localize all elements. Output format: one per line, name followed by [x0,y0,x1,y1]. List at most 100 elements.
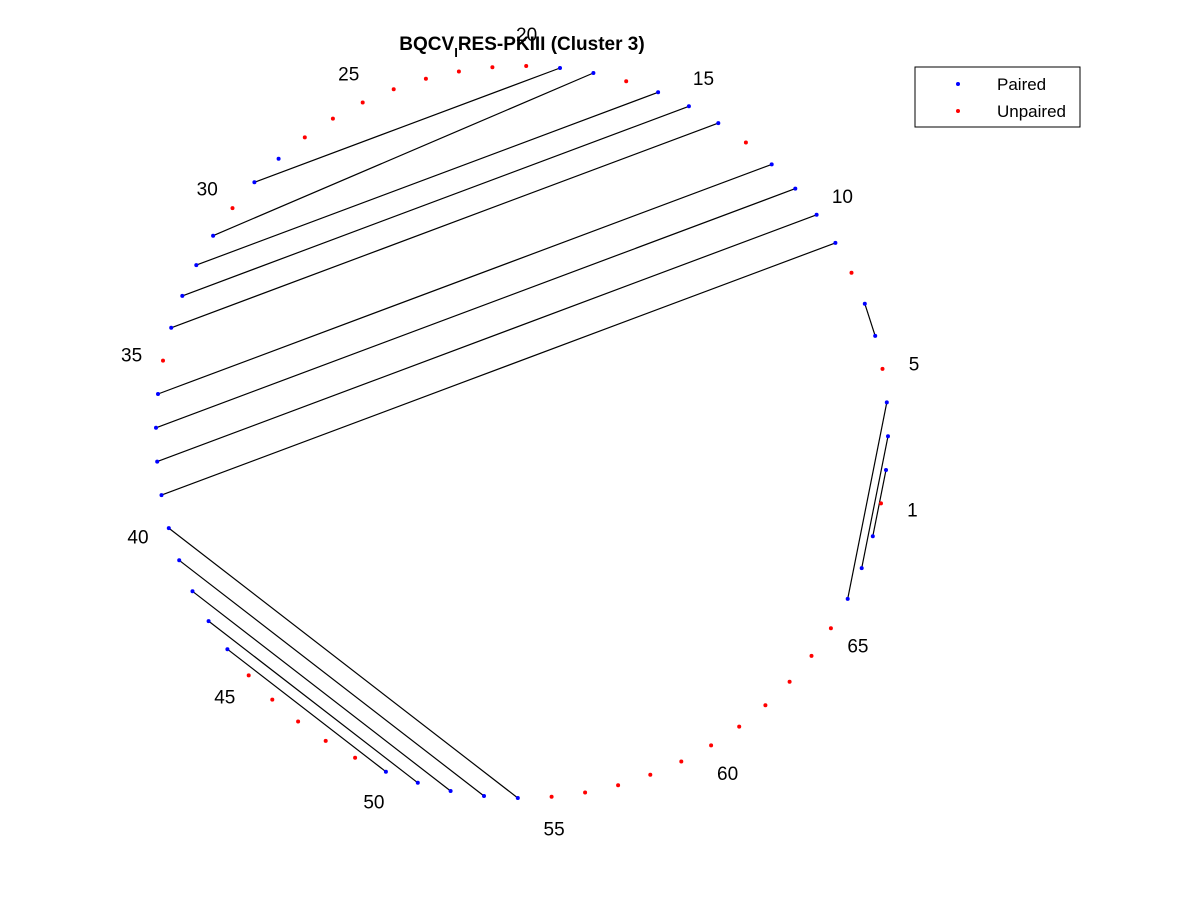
unpaired-point-57 [616,783,621,788]
nucleotide-points [154,64,890,800]
unpaired-point-17 [624,79,629,84]
position-label-50: 50 [363,792,384,813]
unpaired-point-49 [353,755,358,760]
unpaired-point-30 [230,206,235,211]
pair-line-11-37 [155,188,796,429]
unpaired-point-5 [880,366,885,371]
pair-line-14-34 [170,122,719,329]
unpaired-point-60 [709,743,714,748]
position-label-20: 20 [516,25,537,46]
paired-point-34 [169,325,174,330]
pair-line-40-54 [168,527,519,799]
unpaired-point-21 [490,65,495,70]
paired-point-15 [686,104,691,109]
paired-point-39 [159,493,164,498]
position-label-40: 40 [127,528,148,549]
position-label-30: 30 [197,180,218,201]
paired-point-36 [156,392,160,396]
paired-point-43 [206,619,211,624]
paired-point-51 [415,780,420,785]
paired-point-38 [155,459,160,464]
unpaired-point-55 [549,794,554,799]
pair-line-12-36 [157,163,772,395]
paired-point-18 [591,71,596,75]
pair-line-3-67 [861,436,889,569]
unpaired-point-24 [391,87,396,92]
unpaired-point-1 [879,501,883,506]
unpaired-point-27 [302,135,307,140]
paired-point-10 [814,212,819,217]
pair-line-42-52 [192,590,451,792]
paired-point-53 [482,794,486,798]
unpaired-point-26 [330,116,335,121]
unpaired-point-8 [849,270,854,275]
pair-line-43-51 [208,620,419,784]
position-label-45: 45 [214,688,235,709]
paired-point-29 [252,180,257,185]
paired-point-68 [870,534,875,539]
unpaired-point-61 [737,724,742,729]
paired-point-42 [190,589,195,594]
pair-line-16-32 [196,91,659,266]
pair-line-41-53 [178,559,485,797]
paired-point-3 [886,434,890,439]
pair-line-44-50 [227,648,387,773]
unpaired-point-58 [648,772,653,777]
paired-point-19 [558,66,562,70]
paired-point-33 [180,293,185,298]
paired-point-9 [833,240,838,245]
paired-point-6 [873,333,878,338]
unpaired-point-56 [583,790,588,795]
unpaired-point-46 [270,697,275,702]
unpaired-point-13 [743,140,748,145]
paired-point-2 [884,468,888,472]
paired-point-50 [383,769,388,774]
pair-line-6-7 [864,303,876,337]
paired-point-4 [884,400,889,405]
legend: Paired Unpaired [914,66,1081,128]
unpaired-point-62 [763,703,768,708]
position-label-55: 55 [544,820,565,841]
unpaired-point-48 [323,738,328,743]
pair-line-18-31 [212,72,594,237]
unpaired-point-65 [828,626,833,631]
unpaired-point-59 [679,759,684,764]
unpaired-point-45 [246,673,251,678]
pair-line-10-38 [156,214,817,463]
position-label-60: 60 [717,764,738,785]
unpaired-point-64 [809,653,814,658]
position-label-5: 5 [909,354,920,375]
legend-unpaired-label: Unpaired [997,102,1066,121]
unpaired-point-20 [524,64,529,68]
unpaired-point-25 [360,100,365,105]
paired-point-66 [845,596,850,601]
unpaired-point-35 [161,358,165,363]
paired-point-7 [862,301,867,306]
paired-point-37 [154,425,158,430]
pair-lines [155,67,889,799]
paired-point-44 [225,647,230,652]
unpaired-point-63 [787,679,792,684]
paired-point-52 [448,789,453,793]
position-label-65: 65 [847,636,868,657]
chart-title: BQCVIRES-PKIII (Cluster 3) [399,34,644,60]
paired-point-11 [793,186,798,191]
position-label-1: 1 [907,501,918,522]
paired-point-28 [276,156,281,161]
position-label-25: 25 [338,65,359,86]
legend-paired-marker [956,82,960,86]
paired-point-12 [769,162,774,167]
pair-line-15-33 [182,105,690,297]
pair-line-4-66 [847,402,888,600]
paired-point-67 [859,566,864,571]
unpaired-point-47 [296,719,301,724]
legend-paired-label: Paired [997,75,1046,94]
pair-line-19-29 [254,67,561,183]
paired-point-32 [194,263,199,268]
paired-point-40 [166,526,171,531]
paired-point-41 [177,558,182,563]
unpaired-point-22 [456,69,461,74]
